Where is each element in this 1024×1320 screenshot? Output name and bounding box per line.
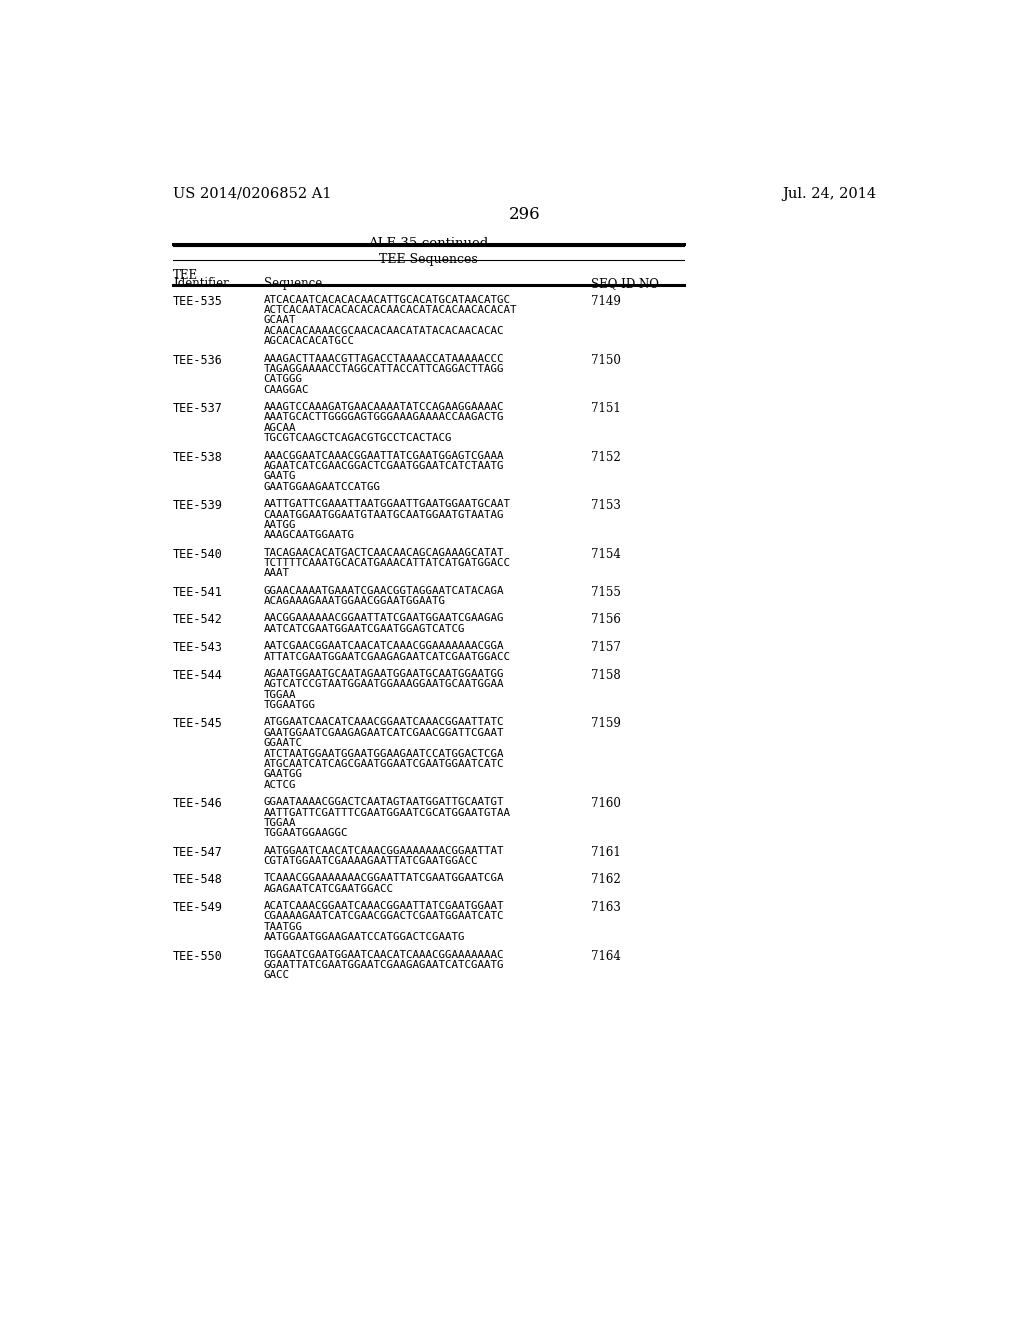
Text: CGAAAAGAATCATCGAACGGACTCGAATGGAATCATC: CGAAAAGAATCATCGAACGGACTCGAATGGAATCATC <box>263 911 504 921</box>
Text: CAAATGGAATGGAATGTAATGCAATGGAATGTAATAG: CAAATGGAATGGAATGTAATGCAATGGAATGTAATAG <box>263 510 504 520</box>
Text: 7162: 7162 <box>592 874 622 886</box>
Text: AAATGCACTTGGGGAGTGGGAAAGAAAACCAAGACTG: AAATGCACTTGGGGAGTGGGAAAGAAAACCAAGACTG <box>263 412 504 422</box>
Text: AGAGAATCATCGAATGGACC: AGAGAATCATCGAATGGACC <box>263 884 393 894</box>
Text: GGAATTATCGAATGGAATCGAAGAGAATCATCGAATG: GGAATTATCGAATGGAATCGAAGAGAATCATCGAATG <box>263 960 504 970</box>
Text: AAAGCAATGGAATG: AAAGCAATGGAATG <box>263 531 354 540</box>
Text: AAAGTCCAAAGATGAACAAAATATCCAGAAGGAAAAC: AAAGTCCAAAGATGAACAAAATATCCAGAAGGAAAAC <box>263 403 504 412</box>
Text: GGAATAAAACGGACTCAATAGTAATGGATTGCAATGT: GGAATAAAACGGACTCAATAGTAATGGATTGCAATGT <box>263 797 504 807</box>
Text: TGCGTCAAGCTCAGACGTGCCTCACTACG: TGCGTCAAGCTCAGACGTGCCTCACTACG <box>263 433 453 444</box>
Text: 7161: 7161 <box>592 846 622 858</box>
Text: AATTGATTCGATTTCGAATGGAATCGCATGGAATGTAA: AATTGATTCGATTTCGAATGGAATCGCATGGAATGTAA <box>263 808 511 817</box>
Text: GAATGGAATCGAAGAGAATCATCGAACGGATTCGAAT: GAATGGAATCGAAGAGAATCATCGAACGGATTCGAAT <box>263 727 504 738</box>
Text: Jul. 24, 2014: Jul. 24, 2014 <box>782 187 877 201</box>
Text: 7164: 7164 <box>592 949 622 962</box>
Text: TEE-535: TEE-535 <box>173 294 223 308</box>
Text: AGAATCATCGAACGGACTCGAATGGAATCATCTAATG: AGAATCATCGAACGGACTCGAATGGAATCATCTAATG <box>263 461 504 471</box>
Text: TEE-546: TEE-546 <box>173 797 223 810</box>
Text: AATTGATTCGAAATTAATGGAATTGAATGGAATGCAAT: AATTGATTCGAAATTAATGGAATTGAATGGAATGCAAT <box>263 499 511 510</box>
Text: AAAGACTTAAACGTTAGACCTAAAACCATAAAAACCC: AAAGACTTAAACGTTAGACCTAAAACCATAAAAACCC <box>263 354 504 363</box>
Text: CATGGG: CATGGG <box>263 375 303 384</box>
Text: 7153: 7153 <box>592 499 622 512</box>
Text: ATGCAATCATCAGCGAATGGAATCGAATGGAATCATC: ATGCAATCATCAGCGAATGGAATCGAATGGAATCATC <box>263 759 504 770</box>
Text: TEE-536: TEE-536 <box>173 354 223 367</box>
Text: AATGG: AATGG <box>263 520 296 529</box>
Text: AATCGAACGGAATCAACATCAAACGGAAAAAAACGGA: AATCGAACGGAATCAACATCAAACGGAAAAAAACGGA <box>263 642 504 651</box>
Text: GAATGG: GAATGG <box>263 770 303 779</box>
Text: TEE-548: TEE-548 <box>173 874 223 886</box>
Text: ACTCACAATACACACACACAACACATACACAACACACAT: ACTCACAATACACACACACAACACATACACAACACACAT <box>263 305 517 315</box>
Text: CAAGGAC: CAAGGAC <box>263 385 309 395</box>
Text: ATCTAATGGAATGGAATGGAAGAATCCATGGACTCGA: ATCTAATGGAATGGAATGGAAGAATCCATGGACTCGA <box>263 748 504 759</box>
Text: 7149: 7149 <box>592 294 622 308</box>
Text: AATGGAATGGAAGAATCCATGGACTCGAATG: AATGGAATGGAAGAATCCATGGACTCGAATG <box>263 932 465 942</box>
Text: ATTATCGAATGGAATCGAAGAGAATCATCGAATGGACC: ATTATCGAATGGAATCGAAGAGAATCATCGAATGGACC <box>263 652 511 661</box>
Text: GACC: GACC <box>263 970 290 981</box>
Text: GCAAT: GCAAT <box>263 315 296 326</box>
Text: TGGAA: TGGAA <box>263 689 296 700</box>
Text: ALE 35-continued: ALE 35-continued <box>369 238 488 249</box>
Text: TEE-543: TEE-543 <box>173 642 223 655</box>
Text: TGGAA: TGGAA <box>263 818 296 828</box>
Text: AAACGGAATCAAACGGAATTATCGAATGGAGTCGAAA: AAACGGAATCAAACGGAATTATCGAATGGAGTCGAAA <box>263 450 504 461</box>
Text: 7157: 7157 <box>592 642 622 655</box>
Text: AACGGAAAAAACGGAATTATCGAATGGAATCGAAGAG: AACGGAAAAAACGGAATTATCGAATGGAATCGAAGAG <box>263 614 504 623</box>
Text: TEE: TEE <box>173 268 198 281</box>
Text: SEQ ID NO: SEQ ID NO <box>592 277 659 290</box>
Text: AATGGAATCAACATCAAACGGAAAAAAACGGAATTAT: AATGGAATCAACATCAAACGGAAAAAAACGGAATTAT <box>263 846 504 855</box>
Text: GGAACAAAATGAAATCGAACGGTAGGAATCATACAGA: GGAACAAAATGAAATCGAACGGTAGGAATCATACAGA <box>263 586 504 595</box>
Text: 7155: 7155 <box>592 586 622 599</box>
Text: TACAGAACACATGACTCAACAACAGCAGAAAGCATAT: TACAGAACACATGACTCAACAACAGCAGAAAGCATAT <box>263 548 504 557</box>
Text: Identifier: Identifier <box>173 277 228 290</box>
Text: 7151: 7151 <box>592 403 622 414</box>
Text: 7156: 7156 <box>592 614 622 627</box>
Text: 7163: 7163 <box>592 902 622 913</box>
Text: AGAATGGAATGCAATAGAATGGAATGCAATGGAATGG: AGAATGGAATGCAATAGAATGGAATGCAATGGAATGG <box>263 669 504 678</box>
Text: AATCATCGAATGGAATCGAATGGAGTCATCG: AATCATCGAATGGAATCGAATGGAGTCATCG <box>263 624 465 634</box>
Text: 296: 296 <box>509 206 541 223</box>
Text: TEE-542: TEE-542 <box>173 614 223 627</box>
Text: TGGAATGGAAGGC: TGGAATGGAAGGC <box>263 829 348 838</box>
Text: TEE-539: TEE-539 <box>173 499 223 512</box>
Text: TGGAATCGAATGGAATCAACATCAAACGGAAAAAAAC: TGGAATCGAATGGAATCAACATCAAACGGAAAAAAAC <box>263 949 504 960</box>
Text: GAATG: GAATG <box>263 471 296 482</box>
Text: TEE-544: TEE-544 <box>173 669 223 682</box>
Text: TEE-549: TEE-549 <box>173 902 223 913</box>
Text: TEE-538: TEE-538 <box>173 450 223 463</box>
Text: ATCACAATCACACACAACATTGCACATGCATAACATGC: ATCACAATCACACACAACATTGCACATGCATAACATGC <box>263 294 511 305</box>
Text: TEE-541: TEE-541 <box>173 586 223 599</box>
Text: ACAACACAAAACGCAACACAACATATACACAACACAC: ACAACACAAAACGCAACACAACATATACACAACACAC <box>263 326 504 335</box>
Text: TEE-547: TEE-547 <box>173 846 223 858</box>
Text: TAGAGGAAAACCTAGGCATTACCATTCAGGACTTAGG: TAGAGGAAAACCTAGGCATTACCATTCAGGACTTAGG <box>263 364 504 374</box>
Text: TCTTTTCAAATGCACATGAAACATTATCATGATGGACC: TCTTTTCAAATGCACATGAAACATTATCATGATGGACC <box>263 558 511 568</box>
Text: 7152: 7152 <box>592 450 622 463</box>
Text: 7158: 7158 <box>592 669 622 682</box>
Text: AGCAA: AGCAA <box>263 422 296 433</box>
Text: TCAAACGGAAAAAAACGGAATTATCGAATGGAATCGA: TCAAACGGAAAAAAACGGAATTATCGAATGGAATCGA <box>263 874 504 883</box>
Text: 7159: 7159 <box>592 718 622 730</box>
Text: TEE-537: TEE-537 <box>173 403 223 414</box>
Text: ACTCG: ACTCG <box>263 780 296 789</box>
Text: US 2014/0206852 A1: US 2014/0206852 A1 <box>173 187 332 201</box>
Text: Sequence: Sequence <box>263 277 322 290</box>
Text: 7154: 7154 <box>592 548 622 561</box>
Text: 7150: 7150 <box>592 354 622 367</box>
Text: TAATGG: TAATGG <box>263 921 303 932</box>
Text: ACATCAAACGGAATCAAACGGAATTATCGAATGGAAT: ACATCAAACGGAATCAAACGGAATTATCGAATGGAAT <box>263 902 504 911</box>
Text: TEE Sequences: TEE Sequences <box>379 253 478 267</box>
Text: AGCACACACATGCC: AGCACACACATGCC <box>263 337 354 346</box>
Text: ACAGAAAGAAATGGAACGGAATGGAATG: ACAGAAAGAAATGGAACGGAATGGAATG <box>263 597 445 606</box>
Text: AGTCATCCGTAATGGAATGGAAAGGAATGCAATGGAA: AGTCATCCGTAATGGAATGGAAAGGAATGCAATGGAA <box>263 680 504 689</box>
Text: GAATGGAAGAATCCATGG: GAATGGAAGAATCCATGG <box>263 482 381 492</box>
Text: 7160: 7160 <box>592 797 622 810</box>
Text: ATGGAATCAACATCAAACGGAATCAAACGGAATTATC: ATGGAATCAACATCAAACGGAATCAAACGGAATTATC <box>263 718 504 727</box>
Text: TGGAATGG: TGGAATGG <box>263 700 315 710</box>
Text: TEE-545: TEE-545 <box>173 718 223 730</box>
Text: GGAATC: GGAATC <box>263 738 303 748</box>
Text: TEE-550: TEE-550 <box>173 949 223 962</box>
Text: TEE-540: TEE-540 <box>173 548 223 561</box>
Text: AAAT: AAAT <box>263 569 290 578</box>
Text: CGTATGGAATCGAAAAGAATTATCGAATGGACC: CGTATGGAATCGAAAAGAATTATCGAATGGACC <box>263 857 478 866</box>
